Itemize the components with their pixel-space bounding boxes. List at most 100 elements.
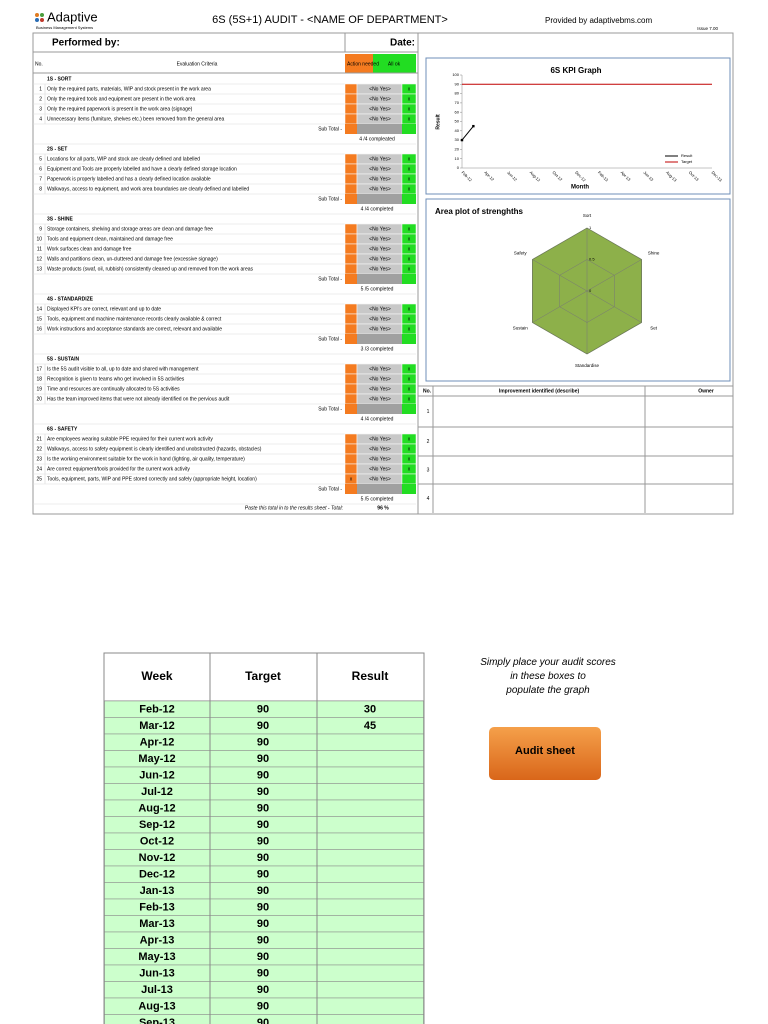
item-ok: x: [408, 436, 411, 442]
item-choice: <No Yes>: [369, 436, 391, 442]
item-text: Locations for all parts, WIP and stock a…: [47, 156, 200, 162]
x-tick-label: Oct-13: [688, 170, 701, 183]
target: 90: [257, 736, 269, 748]
column-header: Target: [245, 669, 281, 683]
item-choice: <No Yes>: [369, 456, 391, 462]
item-choice: <No Yes>: [369, 166, 391, 172]
subtotal-ok: [402, 484, 416, 494]
radar-axis-label: Sustain: [513, 326, 529, 331]
item-no: 4: [39, 116, 42, 122]
column-header: Owner: [698, 388, 714, 394]
radar-spoke: [532, 290, 588, 323]
y-tick-label: 30: [455, 137, 460, 142]
x-axis-label: Month: [571, 185, 589, 191]
action-cell: [344, 83, 358, 95]
ok-cell: [401, 473, 417, 485]
item-ok: x: [408, 186, 411, 192]
column-header: Evaluation Criteria: [177, 61, 218, 67]
series-marker: [460, 138, 464, 142]
action-cell: [344, 223, 358, 235]
x-tick-label: Dec-12: [574, 170, 587, 183]
week-row: [104, 1014, 424, 1024]
item-choice: <No Yes>: [369, 326, 391, 332]
item-ok: x: [408, 326, 411, 332]
item-choice: <No Yes>: [369, 186, 391, 192]
item-no: 2: [39, 96, 42, 102]
section-title: 3S - SHINE: [47, 216, 74, 222]
legend-label: Target: [681, 159, 693, 164]
item-text: Work surfaces clean and damage free: [47, 246, 132, 252]
item-ok: x: [408, 156, 411, 162]
y-tick-label: 60: [455, 109, 460, 114]
subtotal-choice: [357, 404, 402, 414]
x-tick-label: Feb-13: [597, 170, 610, 183]
audit-sheet-button[interactable]: [489, 727, 601, 780]
week: Aug-13: [138, 1000, 175, 1012]
item-choice: <No Yes>: [369, 266, 391, 272]
item-choice: <No Yes>: [369, 116, 391, 122]
item-text: Only the required paperwork is present i…: [47, 106, 193, 112]
target: 90: [257, 1017, 269, 1024]
page-title: 6S (5S+1) AUDIT - <NAME OF DEPARTMENT>: [212, 14, 448, 26]
item-ok: x: [408, 256, 411, 262]
subtotal-action: [345, 484, 357, 494]
subtotal-label: Sub Total -: [318, 276, 342, 282]
item-text: Tools, equipment and machine maintenance…: [47, 316, 222, 322]
item-choice: <No Yes>: [369, 446, 391, 452]
audit-sheet-button-label[interactable]: Audit sheet: [515, 745, 575, 757]
logo-sub: Business Management Systems: [36, 25, 93, 30]
week: Aug-12: [138, 802, 175, 814]
x-tick-label: Apr-12: [483, 170, 496, 183]
x-tick-label: Apr-13: [620, 170, 633, 183]
row-no: 1: [427, 409, 430, 415]
item-no: 19: [36, 386, 42, 392]
item-choice: <No Yes>: [369, 366, 391, 372]
item-choice: <No Yes>: [369, 246, 391, 252]
item-text: Recognition is given to teams who get in…: [47, 376, 185, 382]
column-header: Action needed: [347, 61, 379, 67]
row-no: 4: [427, 496, 430, 502]
item-no: 8: [39, 186, 42, 192]
subtotal-ok: [402, 124, 416, 134]
week: Jul-13: [141, 984, 173, 996]
x-tick-label: Dec-13: [711, 170, 724, 183]
action-cell: [344, 433, 358, 445]
week: Apr-13: [140, 934, 175, 946]
item-text: Is the working environment suitable for …: [47, 456, 245, 462]
item-text: Has the team improved items that were no…: [47, 396, 230, 402]
radar-spoke: [532, 259, 588, 292]
chart-title: Area plot of strenghths: [435, 207, 524, 216]
week: Jun-12: [139, 769, 174, 781]
radar-spoke: [586, 259, 642, 292]
action-cell: [344, 453, 358, 465]
header-fill: [345, 54, 373, 73]
y-axis-label: Result: [435, 114, 441, 130]
subtotal-action: [345, 274, 357, 284]
action-cell: [344, 363, 358, 375]
action-cell: [344, 113, 358, 125]
target: 90: [257, 802, 269, 814]
section-title: 2S - SET: [47, 146, 67, 152]
radar-axis-label: Sort: [583, 213, 592, 218]
y-tick-label: 20: [455, 146, 460, 151]
radar-chart-frame: [425, 198, 731, 382]
row-no: 2: [427, 439, 430, 445]
subtotal-choice: [357, 484, 402, 494]
week: Jan-13: [140, 885, 175, 897]
subtotal-ok: [402, 194, 416, 204]
result: 30: [364, 703, 376, 715]
target: 90: [257, 967, 269, 979]
y-tick-label: 70: [455, 100, 460, 105]
x-tick-label: Aug-13: [665, 170, 678, 183]
section-title: 6S - SAFETY: [47, 426, 78, 432]
completed: 4 /4 completed: [361, 416, 394, 422]
target: 90: [257, 703, 269, 715]
action-cell: [344, 313, 358, 325]
item-ok: x: [408, 466, 411, 472]
week: May-12: [138, 753, 175, 765]
item-no: 1: [39, 86, 42, 92]
week: Dec-12: [139, 868, 175, 880]
subtotal-ok: [402, 334, 416, 344]
kpi-chart-frame: [425, 57, 731, 195]
column-header: Result: [352, 669, 389, 683]
